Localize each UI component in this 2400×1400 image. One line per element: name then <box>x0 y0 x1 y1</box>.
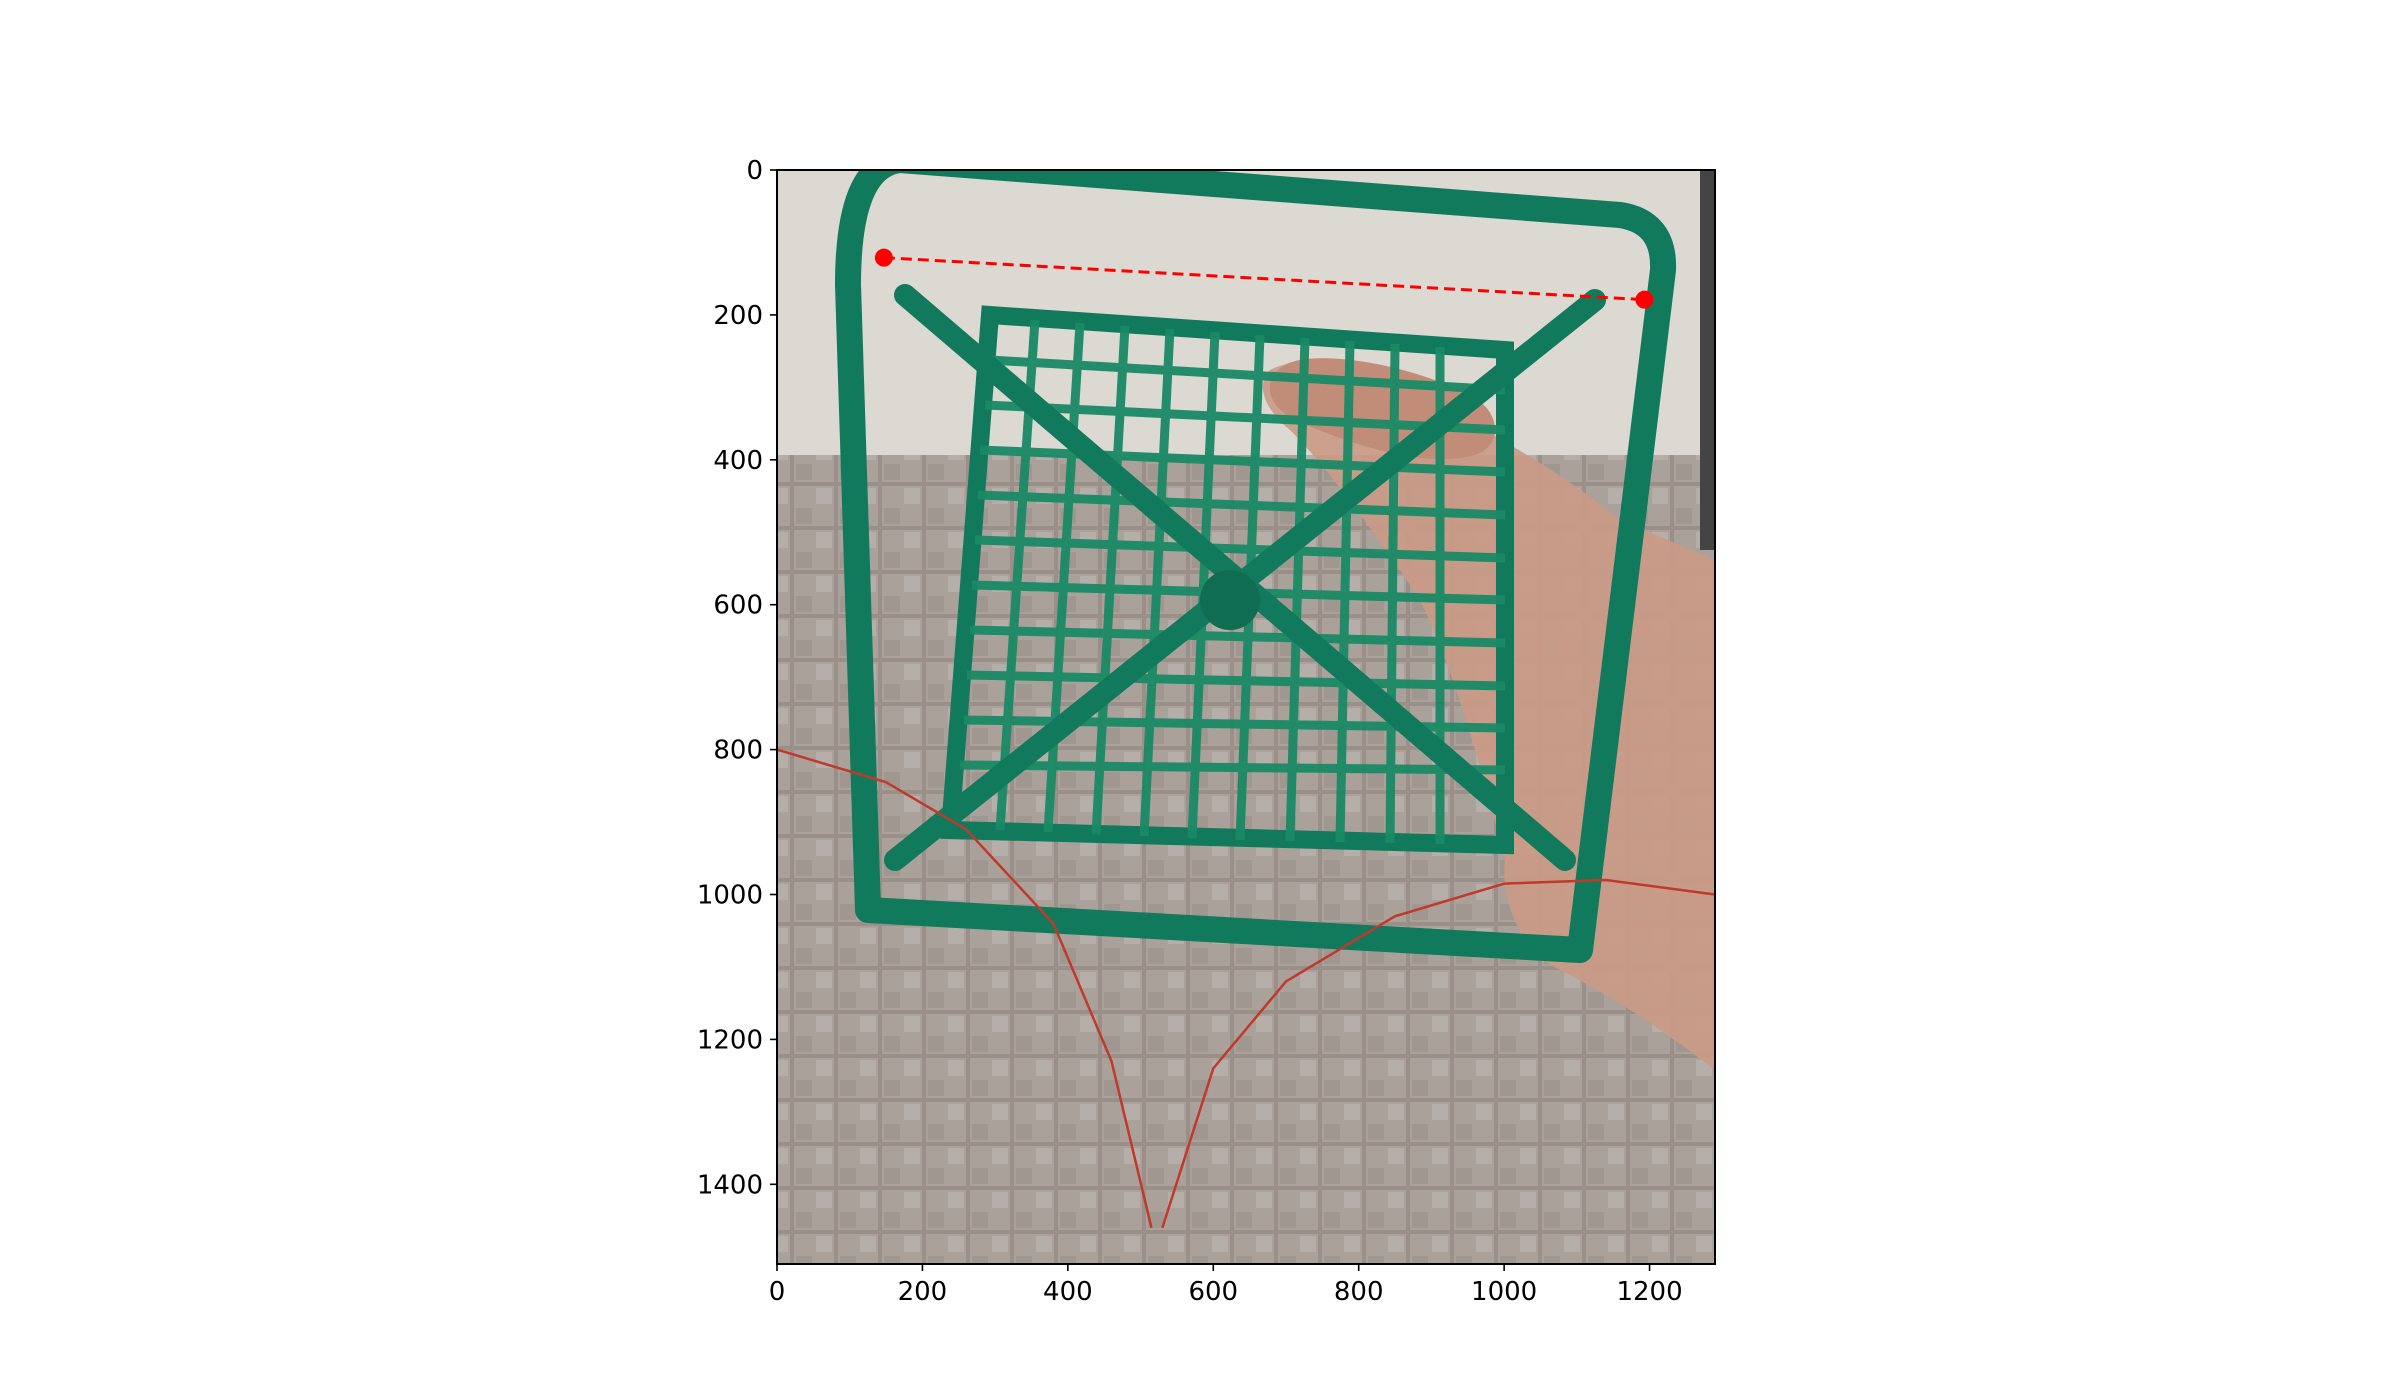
basket-mesh <box>959 319 1506 844</box>
y-tick-label: 1200 <box>697 1025 763 1055</box>
basket-outer-frame <box>835 170 1677 963</box>
series-line <box>883 256 1645 302</box>
x-tick-label: 200 <box>898 1277 948 1307</box>
data-point <box>874 248 893 267</box>
basket-hub <box>1200 570 1260 630</box>
x-tick-label: 600 <box>1188 1277 1238 1307</box>
x-axis: 0 200 400 600 800 1000 1200 <box>769 1264 1683 1307</box>
y-tick-label: 200 <box>713 301 763 331</box>
y-tick-label: 0 <box>746 156 763 186</box>
hand <box>1262 361 1715 1070</box>
series-layer <box>874 248 1654 309</box>
y-tick-label: 1400 <box>697 1170 763 1200</box>
background-photo <box>777 170 1715 1264</box>
y-axis: 0 200 400 600 800 1000 1200 1400 <box>697 156 777 1200</box>
door-frame <box>1700 170 1715 550</box>
plot-frame <box>776 169 1716 1265</box>
y-tick-label: 1000 <box>697 881 763 911</box>
x-tick-label: 400 <box>1043 1277 1093 1307</box>
y-tick-label: 400 <box>713 446 763 476</box>
curve-line <box>777 748 1153 1229</box>
x-tick-label: 1200 <box>1616 1277 1682 1307</box>
curves-layer <box>777 748 1715 1229</box>
y-tick-label: 800 <box>713 736 763 766</box>
basket-inner-frame <box>940 305 1514 855</box>
curve-line <box>1161 878 1715 1229</box>
data-point <box>1635 290 1654 309</box>
y-tick-label: 600 <box>713 591 763 621</box>
x-tick-label: 0 <box>769 1277 786 1307</box>
x-tick-label: 800 <box>1334 1277 1384 1307</box>
x-tick-label: 1000 <box>1471 1277 1537 1307</box>
